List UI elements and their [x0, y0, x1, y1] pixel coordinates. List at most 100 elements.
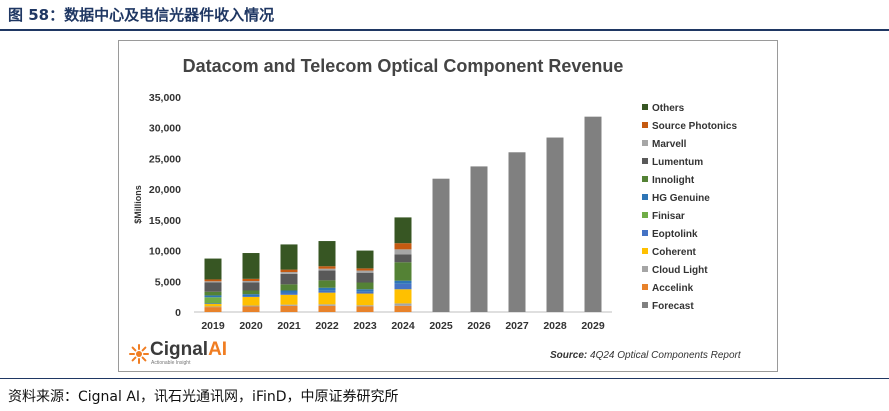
x-tick-label: 2019 [201, 320, 225, 332]
x-tick-label: 2024 [391, 320, 415, 332]
x-tick-label: 2022 [315, 320, 339, 332]
bar-segment-forecast [546, 137, 564, 312]
bar-segment-eoptolink [280, 292, 298, 295]
logo-name: Cignal [150, 339, 209, 360]
legend-label: HG Genuine [652, 193, 710, 204]
legend-swatch [642, 104, 648, 110]
bar-segment-source-photonics [394, 243, 412, 250]
bar-segment-innolight [280, 284, 298, 291]
bar-segment-others [242, 253, 260, 279]
legend-swatch [642, 302, 648, 308]
bar-segment-coherent [356, 293, 374, 306]
bar-segment-coherent [280, 294, 298, 305]
x-tick-label: 2021 [277, 320, 301, 332]
bar-segment-cloud-light [318, 304, 336, 306]
bar-segment-marvell [280, 272, 298, 274]
bar-segment-marvell [242, 280, 260, 283]
figure-label: 图 58：数据中心及电信光器件收入情况 [8, 6, 275, 24]
bar-segment-marvell [204, 281, 222, 283]
logo-wordmark: CignalAI [150, 339, 227, 361]
bar-segment-cloud-light [204, 306, 222, 308]
bar-segment-eoptolink [318, 290, 336, 293]
y-axis-label: $Millions [133, 185, 143, 224]
y-tick-label: 0 [175, 307, 181, 319]
chart-title: Datacom and Telecom Optical Component Re… [183, 56, 624, 76]
x-tick-label: 2029 [581, 320, 605, 332]
bar-segment-marvell [318, 268, 336, 271]
bar-segment-eoptolink [394, 283, 412, 290]
bar-segment-hg-genuine [280, 290, 298, 293]
bar-segment-innolight [242, 290, 260, 295]
bar-segment-eoptolink [242, 296, 260, 297]
legend-label: Marvell [652, 139, 687, 150]
bar-segment-source-photonics [356, 268, 374, 271]
bar-segment-lumentum [318, 270, 336, 281]
bar-segment-hg-genuine [204, 295, 222, 298]
bar-segment-eoptolink [356, 291, 374, 294]
legend-swatch [642, 212, 648, 218]
report-source-prefix: Source: [550, 350, 588, 361]
x-tick-label: 2027 [505, 320, 529, 332]
report-source-text: 4Q24 Optical Components Report [590, 350, 741, 361]
x-tick-label: 2025 [429, 320, 453, 332]
y-tick-label: 35,000 [149, 92, 181, 104]
bar-segment-innolight [204, 291, 222, 296]
bar-segment-source-photonics [318, 266, 336, 269]
bar-segment-source-photonics [204, 279, 222, 282]
x-tick-label: 2028 [543, 320, 567, 332]
bar-segment-cloud-light [394, 303, 412, 306]
legend-label: Others [652, 103, 685, 114]
bar-segment-marvell [394, 249, 412, 255]
top-rule [0, 29, 889, 31]
cignal-ai-logo-icon [129, 344, 149, 364]
legend-swatch [642, 230, 648, 236]
legend-label: Innolight [652, 175, 695, 186]
bar-segment-cloud-light [242, 305, 260, 307]
y-tick-label: 30,000 [149, 123, 181, 135]
legend-label: Accelink [652, 283, 694, 294]
legend-swatch [642, 140, 648, 146]
legend-swatch [642, 194, 648, 200]
bar-segment-others [204, 258, 222, 280]
bar-segment-finisar [204, 297, 222, 304]
revenue-chart: Datacom and Telecom Optical Component Re… [133, 56, 737, 332]
logo-tagline: Actionable Insight [151, 360, 191, 366]
figure-source: 资料来源：Cignal AI，讯石光通讯网，iFinD，中原证券研究所 [8, 389, 399, 405]
bar-segment-source-photonics [242, 278, 260, 281]
legend-label: Source Photonics [652, 121, 737, 132]
y-tick-label: 5,000 [155, 276, 181, 288]
logo-suffix: AI [208, 339, 228, 360]
legend-label: Cloud Light [652, 265, 708, 276]
bar-segment-cloud-light [280, 304, 298, 306]
bar-segment-lumentum [356, 272, 374, 283]
bar-segment-others [394, 217, 412, 244]
legend-label: Lumentum [652, 157, 703, 168]
bar-segment-hg-genuine [356, 289, 374, 292]
y-tick-label: 15,000 [149, 215, 181, 227]
x-tick-label: 2023 [353, 320, 377, 332]
bar-segment-coherent [318, 292, 336, 305]
bar-segment-lumentum [204, 282, 222, 292]
bar-segment-hg-genuine [242, 294, 260, 297]
bar-segment-accelink [204, 307, 222, 312]
bar-segment-accelink [356, 306, 374, 312]
bar-segment-coherent [242, 296, 260, 306]
report-source: Source: 4Q24 Optical Components Report [550, 350, 741, 361]
legend-swatch [642, 266, 648, 272]
bar-segment-innolight [394, 262, 412, 281]
bar-segment-forecast [508, 152, 526, 312]
bar-segment-others [356, 250, 374, 269]
bar-segment-forecast [470, 166, 488, 312]
legend-swatch [642, 284, 648, 290]
bar-segment-source-photonics [280, 269, 298, 273]
legend-swatch [642, 158, 648, 164]
legend-swatch [642, 248, 648, 254]
bar-segment-marvell [356, 270, 374, 273]
bar-segment-eoptolink [204, 303, 222, 305]
bar-segment-forecast [432, 178, 450, 312]
y-tick-label: 25,000 [149, 153, 181, 165]
bar-segment-lumentum [394, 254, 412, 263]
x-tick-label: 2020 [239, 320, 263, 332]
legend-swatch [642, 176, 648, 182]
bar-segment-coherent [204, 304, 222, 307]
